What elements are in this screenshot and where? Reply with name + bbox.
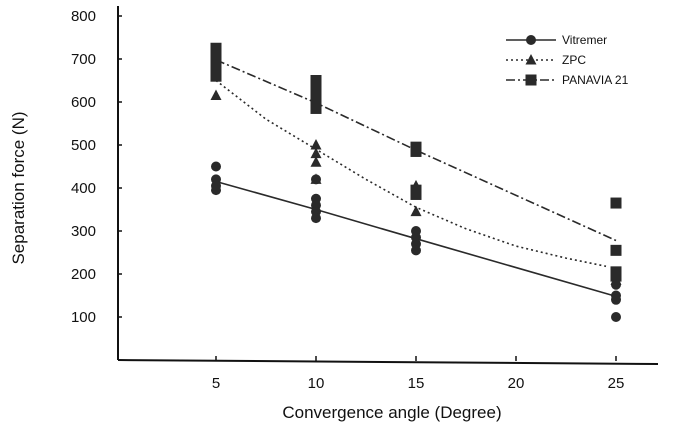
point-vitremer [211,161,221,172]
point-zpc [310,156,322,167]
y-tick-label: 200 [71,266,96,283]
fit-line-zpc [215,79,607,268]
y-tick-label: 400 [71,180,96,197]
point-vitremer [211,185,221,196]
x-tick-label: 5 [212,375,220,392]
point-panavia-21 [310,94,322,106]
point-panavia-21 [210,57,222,69]
point-vitremer [411,245,421,256]
point-panavia-21 [610,197,622,209]
point-panavia-21 [210,64,222,76]
legend-label-vitremer: Vitremer [562,33,607,47]
x-tick-label: 15 [408,375,425,392]
point-panavia-21 [610,244,622,256]
y-tick-label: 300 [71,223,96,240]
point-panavia-21 [210,49,222,61]
x-axis-line [117,359,659,365]
x-tick-label: 25 [608,375,625,392]
y-tick-label: 800 [71,8,96,25]
point-panavia-21 [310,102,322,114]
fit-lines [215,59,617,298]
point-zpc [310,139,322,150]
point-panavia-21 [410,188,422,200]
markers [210,42,622,322]
x-axis-title: Convergence angle (Degree) [282,403,501,422]
axes: 100 200 300 400 500 600 700 800 5 10 15 20 25 [71,6,659,392]
legend-label-panavia-21: PANAVIA 21 [562,73,629,87]
point-zpc [310,173,322,184]
x-tick-label: 10 [308,375,325,392]
point-vitremer [611,312,621,322]
legend-label-zpc: ZPC [562,53,586,67]
y-tick-label: 700 [71,51,96,68]
point-zpc [310,147,322,159]
y-axis-title: Separation force (N) [9,111,28,264]
point-zpc [410,205,422,217]
point-panavia-21 [310,75,322,86]
fit-line-panavia-21 [215,59,617,242]
y-tick-label: 100 [71,309,96,326]
y-tick-label: 600 [71,94,96,111]
point-panavia-21 [610,270,622,282]
legend-marker-vitremer [526,35,536,45]
point-panavia-21 [210,70,222,82]
x-tick-label: 20 [508,375,525,392]
point-panavia-21 [410,145,422,157]
point-vitremer [311,213,321,224]
legend: Vitremer ZPC PANAVIA 21 [506,33,629,87]
point-vitremer [611,294,621,305]
legend-marker-panavia-21 [525,74,537,86]
point-panavia-21 [210,42,222,54]
point-panavia-21 [310,87,322,99]
legend-marker-zpc [525,54,537,65]
point-zpc [210,89,222,101]
y-tick-label: 500 [71,137,96,154]
fit-line-vitremer [215,180,617,298]
point-panavia-21 [310,81,322,93]
